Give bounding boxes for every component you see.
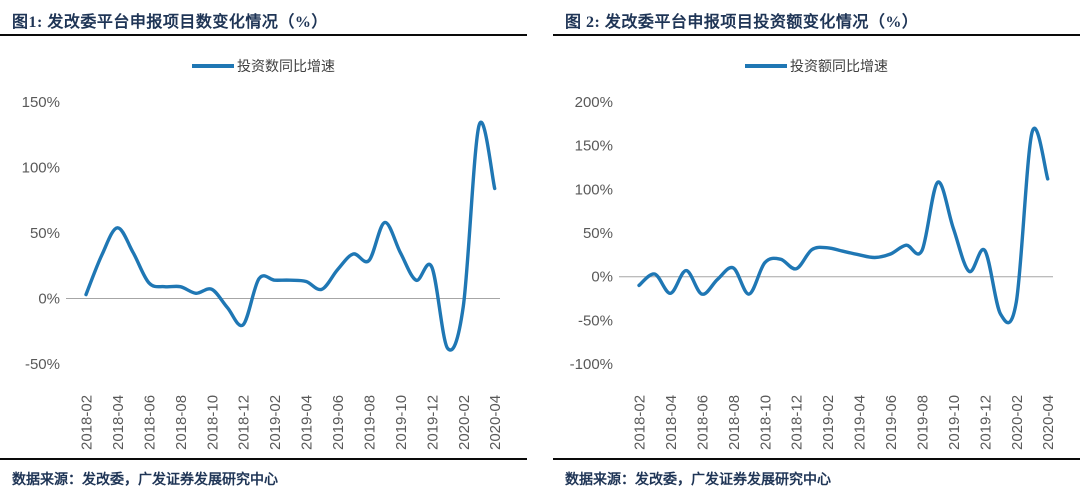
figure-1-card: 图1: 发改委平台申报项目数变化情况（%） 投资数同比增速 150% 100% 50… <box>0 0 527 499</box>
x-axis-tick-label: 2018-02 <box>632 395 649 450</box>
x-axis-tick-label: 2019-06 <box>883 395 900 450</box>
y-axis-tick-label: -50% <box>578 312 613 329</box>
x-axis-tick-label: 2019-02 <box>820 395 837 450</box>
x-axis-tick-label: 2019-10 <box>946 395 963 450</box>
y-axis-tick-label: 100% <box>22 160 60 177</box>
data-source: 数据来源：发改委，广发证券发展研究中心 <box>565 473 831 488</box>
x-axis-tick-label: 2019-02 <box>267 395 284 450</box>
x-axis-tick-label: 2019-12 <box>424 395 441 450</box>
legend-line-swatch <box>192 63 234 68</box>
y-axis-tick-label: 150% <box>575 138 613 155</box>
x-axis-tick-label: 2018-04 <box>110 395 127 450</box>
x-axis-tick-label: 2018-04 <box>663 395 680 450</box>
x-axis-tick-label: 2019-12 <box>977 395 994 450</box>
x-axis-tick-label: 2018-10 <box>204 395 221 450</box>
figure-1-footer: 数据来源：发改委，广发证券发展研究中心 <box>0 458 527 489</box>
x-axis-tick-label: 2018-06 <box>694 395 711 450</box>
y-axis-tick-label: 0% <box>38 291 60 308</box>
y-axis-tick-label: 150% <box>22 94 60 111</box>
figure-1-legend: 投资数同比增速 <box>0 57 527 74</box>
x-axis-tick-label: 2018-08 <box>173 395 190 450</box>
x-axis-tick-label: 2020-04 <box>1040 395 1057 450</box>
figure-1-header: 图1: 发改委平台申报项目数变化情况（%） <box>0 0 527 36</box>
x-axis-tick-label: 2018-12 <box>789 395 806 450</box>
figure-2-footer: 数据来源：发改委，广发证券发展研究中心 <box>553 458 1080 489</box>
figure-2-card: 图 2: 发改委平台申报项目投资额变化情况（%） 投资额同比增速 200% 150… <box>553 0 1080 499</box>
x-axis-tick-label: 2019-04 <box>852 395 869 450</box>
y-axis-tick-label: 100% <box>575 181 613 198</box>
figure-1-title: 图1: 发改委平台申报项目数变化情况（%） <box>12 14 328 31</box>
y-axis-tick-label: -100% <box>570 356 613 373</box>
x-axis-tick-label: 2018-02 <box>79 395 96 450</box>
data-source: 数据来源：发改委，广发证券发展研究中心 <box>12 473 278 488</box>
x-axis-tick-label: 2019-08 <box>362 395 379 450</box>
y-axis-tick-label: 50% <box>583 225 613 242</box>
y-axis-tick-label: 50% <box>30 225 60 242</box>
x-axis-tick-label: 2019-06 <box>330 395 347 450</box>
y-axis-tick-label: 200% <box>575 94 613 111</box>
figure-2-header: 图 2: 发改委平台申报项目投资额变化情况（%） <box>553 0 1080 36</box>
legend-label: 投资额同比增速 <box>790 57 888 74</box>
x-axis-tick-label: 2018-12 <box>236 395 253 450</box>
x-axis-tick-label: 2020-04 <box>487 395 504 450</box>
figure-1-chart-canvas: 150% 100% 50% 0% -50% 2018-02 2018-04 2018-06 20… <box>22 94 505 450</box>
x-axis-tick-label: 2018-06 <box>141 395 158 450</box>
y-axis-tick-label: -50% <box>25 356 60 373</box>
x-axis-tick-label: 2019-08 <box>915 395 932 450</box>
y-axis-tick-label: 0% <box>591 269 613 286</box>
figure-2-chart-canvas: 200% 150% 100% 50% 0% -50% -100% 2018-02 2018-04… <box>570 94 1058 450</box>
x-axis-tick-label: 2018-10 <box>757 395 774 450</box>
figure-2-legend: 投资额同比增速 <box>553 57 1080 74</box>
series-line <box>637 126 1050 325</box>
series-line <box>84 120 497 352</box>
x-axis-tick-label: 2019-10 <box>393 395 410 450</box>
legend-label: 投资数同比增速 <box>237 57 335 74</box>
x-axis-tick-label: 2020-02 <box>1009 395 1026 450</box>
x-axis-tick-label: 2019-04 <box>299 395 316 450</box>
x-axis-tick-label: 2020-02 <box>456 395 473 450</box>
x-axis-tick-label: 2018-08 <box>726 395 743 450</box>
figure-2-title: 图 2: 发改委平台申报项目投资额变化情况（%） <box>565 14 919 31</box>
legend-line-swatch <box>745 63 787 68</box>
